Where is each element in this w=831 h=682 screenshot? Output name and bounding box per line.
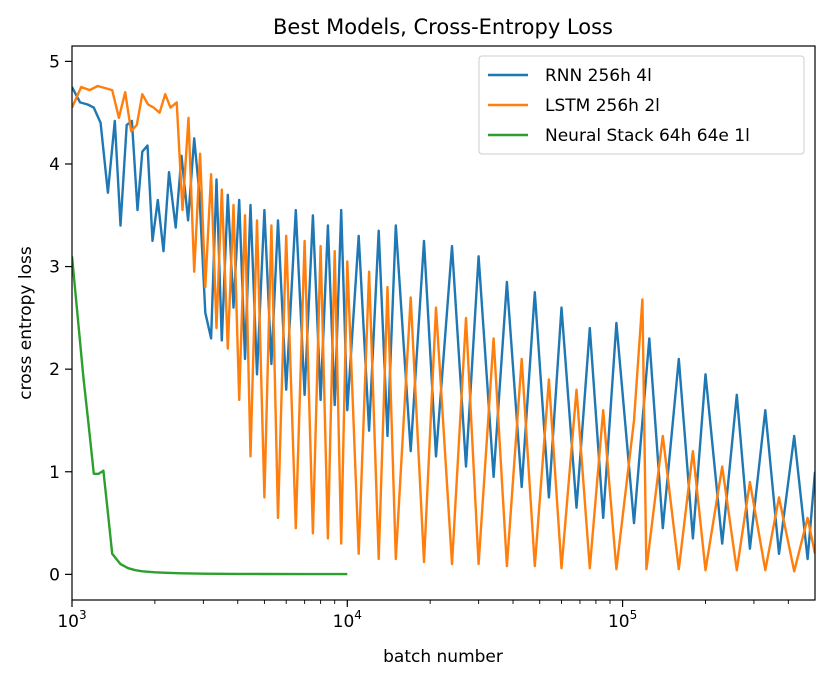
series-layer [72, 84, 815, 576]
y-axis: 0 1 2 3 4 5 [49, 52, 72, 585]
plot-frame [71, 45, 816, 601]
legend-label-2: Neural Stack 64h 64e 1l [545, 126, 750, 146]
y-tick-label: 4 [49, 155, 60, 175]
x-tick-label: 103 [57, 608, 86, 632]
legend-label-0: RNN 256h 4l [545, 66, 652, 86]
legend-box [478, 55, 805, 155]
x-axis: 103 104 105 [57, 600, 789, 632]
x-axis-label: batch number [383, 647, 503, 667]
series-line-1 [72, 84, 815, 573]
y-tick-label: 3 [49, 258, 60, 278]
y-tick-label: 2 [49, 360, 60, 380]
y-tick-label: 0 [49, 565, 60, 585]
y-tick-label: 1 [49, 463, 60, 483]
y-tick-label: 5 [49, 52, 60, 72]
series-line-2 [72, 256, 348, 576]
y-axis-label: cross entropy loss [16, 246, 36, 400]
chart-title: Best Models, Cross-Entropy Loss [273, 15, 613, 39]
x-tick-label: 105 [608, 608, 637, 632]
x-tick-label: 104 [333, 608, 362, 632]
series-line-0 [72, 86, 815, 561]
legend-label-1: LSTM 256h 2l [545, 96, 660, 116]
legend: RNN 256h 4l LSTM 256h 2l Neural Stack 64h … [478, 55, 805, 155]
